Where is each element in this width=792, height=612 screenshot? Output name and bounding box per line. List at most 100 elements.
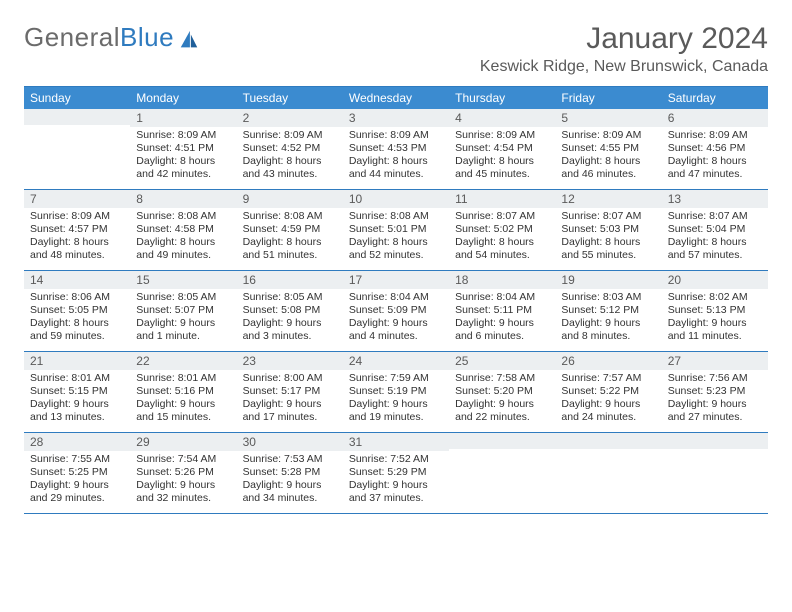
- day-number: 18: [449, 271, 555, 289]
- brand-part2: Blue: [120, 22, 174, 53]
- sunrise-text: Sunrise: 7:54 AM: [136, 453, 230, 466]
- day-cell: 15Sunrise: 8:05 AMSunset: 5:07 PMDayligh…: [130, 271, 236, 351]
- day-number: 10: [343, 190, 449, 208]
- day-number: 29: [130, 433, 236, 451]
- day-number: 1: [130, 109, 236, 127]
- daylight-text: Daylight: 9 hours and 11 minutes.: [668, 317, 762, 343]
- sunset-text: Sunset: 5:23 PM: [668, 385, 762, 398]
- weekday-header: Thursday: [449, 87, 555, 109]
- week-row: 14Sunrise: 8:06 AMSunset: 5:05 PMDayligh…: [24, 271, 768, 352]
- daylight-text: Daylight: 8 hours and 48 minutes.: [30, 236, 124, 262]
- day-cell: 14Sunrise: 8:06 AMSunset: 5:05 PMDayligh…: [24, 271, 130, 351]
- day-content: Sunrise: 8:05 AMSunset: 5:07 PMDaylight:…: [130, 289, 236, 348]
- day-content: Sunrise: 8:01 AMSunset: 5:16 PMDaylight:…: [130, 370, 236, 429]
- sunrise-text: Sunrise: 8:09 AM: [455, 129, 549, 142]
- daylight-text: Daylight: 9 hours and 13 minutes.: [30, 398, 124, 424]
- sunset-text: Sunset: 4:54 PM: [455, 142, 549, 155]
- day-number: 21: [24, 352, 130, 370]
- calendar: SundayMondayTuesdayWednesdayThursdayFrid…: [24, 86, 768, 514]
- day-cell: 24Sunrise: 7:59 AMSunset: 5:19 PMDayligh…: [343, 352, 449, 432]
- daylight-text: Daylight: 9 hours and 4 minutes.: [349, 317, 443, 343]
- day-content: Sunrise: 7:52 AMSunset: 5:29 PMDaylight:…: [343, 451, 449, 510]
- day-number: 9: [237, 190, 343, 208]
- sunset-text: Sunset: 5:02 PM: [455, 223, 549, 236]
- daylight-text: Daylight: 8 hours and 49 minutes.: [136, 236, 230, 262]
- daylight-text: Daylight: 8 hours and 43 minutes.: [243, 155, 337, 181]
- day-cell: 2Sunrise: 8:09 AMSunset: 4:52 PMDaylight…: [237, 109, 343, 189]
- sunrise-text: Sunrise: 8:01 AM: [136, 372, 230, 385]
- day-cell: [449, 433, 555, 513]
- day-content: Sunrise: 8:03 AMSunset: 5:12 PMDaylight:…: [555, 289, 661, 348]
- day-number: 25: [449, 352, 555, 370]
- daylight-text: Daylight: 9 hours and 34 minutes.: [243, 479, 337, 505]
- day-cell: 11Sunrise: 8:07 AMSunset: 5:02 PMDayligh…: [449, 190, 555, 270]
- sunrise-text: Sunrise: 8:08 AM: [349, 210, 443, 223]
- day-cell: [24, 109, 130, 189]
- day-number: 11: [449, 190, 555, 208]
- daylight-text: Daylight: 9 hours and 32 minutes.: [136, 479, 230, 505]
- day-content: Sunrise: 8:01 AMSunset: 5:15 PMDaylight:…: [24, 370, 130, 429]
- weeks-container: 1Sunrise: 8:09 AMSunset: 4:51 PMDaylight…: [24, 109, 768, 514]
- sunset-text: Sunset: 5:03 PM: [561, 223, 655, 236]
- sunrise-text: Sunrise: 7:52 AM: [349, 453, 443, 466]
- sunrise-text: Sunrise: 8:09 AM: [136, 129, 230, 142]
- sunset-text: Sunset: 4:53 PM: [349, 142, 443, 155]
- sunrise-text: Sunrise: 8:09 AM: [349, 129, 443, 142]
- day-content: Sunrise: 8:09 AMSunset: 4:55 PMDaylight:…: [555, 127, 661, 186]
- sunrise-text: Sunrise: 7:58 AM: [455, 372, 549, 385]
- sunrise-text: Sunrise: 8:07 AM: [561, 210, 655, 223]
- day-cell: 27 Sunrise: 7:56 AMSunset: 5:23 PMDayligh…: [662, 352, 768, 432]
- sunrise-text: Sunrise: 8:07 AM: [455, 210, 549, 223]
- day-content: Sunrise: 7:57 AMSunset: 5:22 PMDaylight:…: [555, 370, 661, 429]
- week-row: 28Sunrise: 7:55 AMSunset: 5:25 PMDayligh…: [24, 433, 768, 514]
- brand-logo: GeneralBlue: [24, 22, 200, 53]
- daylight-text: Daylight: 8 hours and 42 minutes.: [136, 155, 230, 181]
- brand-part1: General: [24, 22, 120, 53]
- daylight-text: Daylight: 8 hours and 45 minutes.: [455, 155, 549, 181]
- week-row: 1Sunrise: 8:09 AMSunset: 4:51 PMDaylight…: [24, 109, 768, 190]
- day-content: Sunrise: 8:07 AMSunset: 5:03 PMDaylight:…: [555, 208, 661, 267]
- day-cell: 26Sunrise: 7:57 AMSunset: 5:22 PMDayligh…: [555, 352, 661, 432]
- day-number: 8: [130, 190, 236, 208]
- sunset-text: Sunset: 5:16 PM: [136, 385, 230, 398]
- day-content: Sunrise: 8:09 AMSunset: 4:51 PMDaylight:…: [130, 127, 236, 186]
- day-content: Sunrise: 8:06 AMSunset: 5:05 PMDaylight:…: [24, 289, 130, 348]
- day-content: Sunrise: 7:53 AMSunset: 5:28 PMDaylight:…: [237, 451, 343, 510]
- title-block: January 2024 Keswick Ridge, New Brunswic…: [480, 22, 768, 76]
- sunset-text: Sunset: 4:58 PM: [136, 223, 230, 236]
- day-content: Sunrise: 8:05 AMSunset: 5:08 PMDaylight:…: [237, 289, 343, 348]
- sunrise-text: Sunrise: 8:09 AM: [561, 129, 655, 142]
- day-number: 19: [555, 271, 661, 289]
- day-number: 6: [662, 109, 768, 127]
- sunrise-text: Sunrise: 8:03 AM: [561, 291, 655, 304]
- daylight-text: Daylight: 9 hours and 27 minutes.: [668, 398, 762, 424]
- sunrise-text: Sunrise: 8:02 AM: [668, 291, 762, 304]
- sunset-text: Sunset: 5:12 PM: [561, 304, 655, 317]
- day-number: 22: [130, 352, 236, 370]
- day-number: 27: [662, 352, 768, 370]
- day-content: Sunrise: 8:00 AMSunset: 5:17 PMDaylight:…: [237, 370, 343, 429]
- day-number: 2: [237, 109, 343, 127]
- sunset-text: Sunset: 5:05 PM: [30, 304, 124, 317]
- daylight-text: Daylight: 8 hours and 59 minutes.: [30, 317, 124, 343]
- day-cell: 7Sunrise: 8:09 AMSunset: 4:57 PMDaylight…: [24, 190, 130, 270]
- sunrise-text: Sunrise: 7:59 AM: [349, 372, 443, 385]
- day-content: Sunrise: 7:54 AMSunset: 5:26 PMDaylight:…: [130, 451, 236, 510]
- sunset-text: Sunset: 4:59 PM: [243, 223, 337, 236]
- day-cell: [555, 433, 661, 513]
- daylight-text: Daylight: 9 hours and 22 minutes.: [455, 398, 549, 424]
- day-content: Sunrise: 8:08 AMSunset: 4:58 PMDaylight:…: [130, 208, 236, 267]
- day-cell: 22Sunrise: 8:01 AMSunset: 5:16 PMDayligh…: [130, 352, 236, 432]
- sunrise-text: Sunrise: 7:56 AM: [668, 372, 762, 385]
- sunset-text: Sunset: 5:09 PM: [349, 304, 443, 317]
- day-number: 13: [662, 190, 768, 208]
- daylight-text: Daylight: 9 hours and 24 minutes.: [561, 398, 655, 424]
- sunrise-text: Sunrise: 8:09 AM: [668, 129, 762, 142]
- day-number: 31: [343, 433, 449, 451]
- day-number: [449, 433, 555, 449]
- day-cell: 31Sunrise: 7:52 AMSunset: 5:29 PMDayligh…: [343, 433, 449, 513]
- weekday-header: Sunday: [24, 87, 130, 109]
- daylight-text: Daylight: 8 hours and 47 minutes.: [668, 155, 762, 181]
- weekday-header: Tuesday: [237, 87, 343, 109]
- day-number: 3: [343, 109, 449, 127]
